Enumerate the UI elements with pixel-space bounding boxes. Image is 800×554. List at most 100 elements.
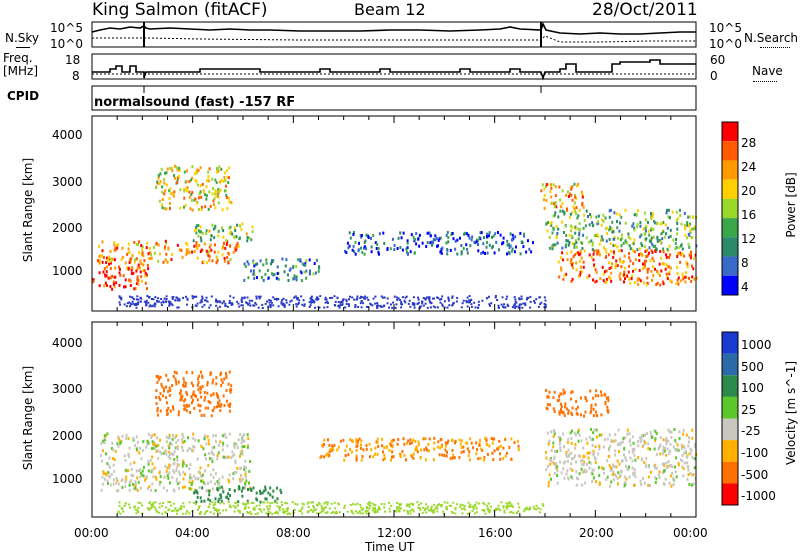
heatmap-cell xyxy=(486,240,488,244)
heatmap-cell xyxy=(194,477,197,480)
ground-scatter-cell xyxy=(543,302,546,305)
nsearch-trace xyxy=(92,35,696,43)
heatmap-cell xyxy=(165,183,168,187)
heatmap-cell xyxy=(693,257,695,261)
heatmap-cell xyxy=(183,384,186,388)
heatmap-cell xyxy=(200,230,202,234)
heatmap-cell xyxy=(666,277,669,281)
ground-scatter-cell xyxy=(276,505,279,508)
heatmap-cell xyxy=(265,497,268,501)
heatmap-cell xyxy=(199,404,202,408)
ground-scatter-cell xyxy=(259,508,262,511)
heatmap-cell xyxy=(243,262,246,266)
heatmap-cell xyxy=(585,469,588,473)
heatmap-cell xyxy=(499,457,502,461)
ground-scatter-cell xyxy=(214,509,217,511)
heatmap-cell xyxy=(192,384,195,388)
heatmap-cell xyxy=(617,236,620,240)
heatmap-cell xyxy=(629,247,632,251)
ground-scatter-cell xyxy=(282,302,285,305)
ground-scatter-cell xyxy=(486,297,489,300)
heatmap-cell xyxy=(167,455,170,459)
ground-scatter-cell xyxy=(334,507,337,510)
heatmap-cell xyxy=(165,207,168,211)
heatmap-cell xyxy=(344,449,347,453)
heatmap-cell xyxy=(182,377,185,381)
heatmap-cell xyxy=(633,226,636,230)
heatmap-cell xyxy=(104,273,107,277)
ground-scatter-cell xyxy=(541,503,544,506)
heatmap-cell xyxy=(217,451,220,455)
heatmap-cell xyxy=(352,233,355,236)
heatmap-cell xyxy=(393,248,396,252)
heatmap-cell xyxy=(168,446,171,450)
heatmap-cell xyxy=(580,265,583,269)
heatmap-cell xyxy=(687,468,690,472)
heatmap-cell xyxy=(417,237,420,241)
heatmap-cell xyxy=(678,436,681,440)
heatmap-cell xyxy=(153,433,156,437)
ground-scatter-cell xyxy=(148,305,151,308)
heatmap-cell xyxy=(509,244,512,248)
ground-scatter-cell xyxy=(319,295,322,298)
heatmap-cell xyxy=(498,439,501,443)
ground-scatter-cell xyxy=(467,300,470,303)
heatmap-cell xyxy=(171,192,174,196)
ground-scatter-cell xyxy=(466,305,469,308)
heatmap-cell xyxy=(580,467,583,471)
heatmap-cell xyxy=(153,245,156,249)
ground-scatter-cell xyxy=(506,505,508,508)
heatmap-cell xyxy=(689,222,692,226)
heatmap-cell xyxy=(142,474,145,478)
heatmap-cell xyxy=(443,454,446,457)
heatmap-cell xyxy=(667,249,670,253)
heatmap-cell xyxy=(193,198,196,202)
heatmap-cell xyxy=(360,235,363,239)
ground-scatter-cell xyxy=(167,501,170,503)
ground-scatter-cell xyxy=(205,299,208,302)
ground-scatter-cell xyxy=(222,509,225,512)
heatmap-cell xyxy=(445,454,448,458)
heatmap-cell xyxy=(126,266,128,270)
heatmap-cell xyxy=(315,258,318,262)
ground-scatter-cell xyxy=(171,510,173,512)
ground-scatter-cell xyxy=(237,302,240,305)
ground-scatter-cell xyxy=(265,512,268,515)
heatmap-cell xyxy=(616,220,618,223)
heatmap-cell xyxy=(562,467,565,471)
heatmap-cell xyxy=(193,406,196,410)
heatmap-cell xyxy=(556,449,559,453)
ground-scatter-cell xyxy=(316,503,318,506)
heatmap-cell xyxy=(140,457,143,461)
heatmap-cell xyxy=(175,380,178,384)
heatmap-cell xyxy=(229,244,232,248)
heatmap-cell xyxy=(646,276,649,280)
heatmap-cell xyxy=(198,244,201,247)
heatmap-cell xyxy=(584,395,587,399)
ground-scatter-cell xyxy=(484,512,487,515)
heatmap-cell xyxy=(132,271,135,275)
heatmap-cell xyxy=(325,453,328,457)
heatmap-cell xyxy=(173,194,175,198)
ground-scatter-cell xyxy=(215,304,218,307)
heatmap-cell xyxy=(207,170,210,174)
heatmap-cell xyxy=(265,258,268,262)
heatmap-cell xyxy=(140,275,143,279)
heatmap-cell xyxy=(221,208,224,212)
heatmap-cell xyxy=(491,246,494,250)
ground-scatter-cell xyxy=(526,296,529,299)
heatmap-cell xyxy=(486,232,489,236)
heatmap-cell xyxy=(412,438,415,442)
heatmap-cell xyxy=(598,447,601,451)
ground-scatter-cell xyxy=(145,299,148,302)
heatmap-cell xyxy=(136,476,139,480)
ground-scatter-cell xyxy=(356,511,359,514)
heatmap-cell xyxy=(440,250,442,254)
heatmap-cell xyxy=(613,237,616,241)
heatmap-cell xyxy=(547,464,549,468)
heatmap-cell xyxy=(456,238,459,242)
heatmap-cell xyxy=(393,244,396,247)
heatmap-cell xyxy=(660,269,663,273)
heatmap-cell xyxy=(204,406,207,410)
ground-scatter-cell xyxy=(201,295,204,298)
